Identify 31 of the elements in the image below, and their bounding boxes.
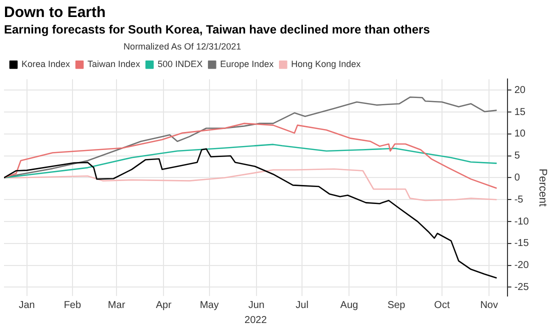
legend-label: Korea Index — [22, 59, 71, 70]
y-tick-label: 10 — [514, 128, 526, 140]
x-tick-label: Jan — [18, 300, 35, 311]
legend-label: 500 INDEX — [158, 59, 203, 70]
y-tick-label: 20 — [514, 84, 526, 96]
y-tick-label: -10 — [514, 216, 530, 228]
x-tick-label: May — [200, 300, 219, 311]
legend-title: Normalized As Of 12/31/2021 — [124, 41, 242, 52]
y-tick-label: 15 — [514, 106, 526, 118]
y-tick-label: 5 — [514, 150, 520, 162]
x-tick-label: Jun — [248, 300, 264, 311]
legend-label: Europe Index — [220, 59, 274, 70]
y-axis-title: Percent — [536, 168, 548, 207]
y-tick-label: -20 — [514, 260, 530, 272]
x-axis-title: 2022 — [244, 314, 268, 326]
chart-title: Down to Earth — [4, 4, 106, 22]
y-tick-label: -5 — [514, 194, 524, 206]
x-tick-label: Feb — [64, 300, 82, 311]
y-tick-label: -15 — [514, 238, 530, 250]
x-tick-label: Nov — [480, 300, 498, 311]
legend-label: Taiwan Index — [88, 59, 141, 70]
x-tick-label: Sep — [387, 300, 406, 311]
x-tick-label: Mar — [108, 300, 126, 311]
y-tick-label: -25 — [514, 282, 530, 293]
y-tick-label: 0 — [514, 172, 520, 184]
x-tick-label: Aug — [340, 300, 358, 311]
chart-subtitle: Earning forecasts for South Korea, Taiwan have declined more than others — [4, 22, 430, 37]
x-tick-label: Apr — [156, 300, 172, 311]
x-tick-label: Oct — [434, 300, 450, 311]
x-tick-label: Jul — [296, 300, 308, 311]
legend-label: Hong Kong Index — [291, 59, 362, 70]
